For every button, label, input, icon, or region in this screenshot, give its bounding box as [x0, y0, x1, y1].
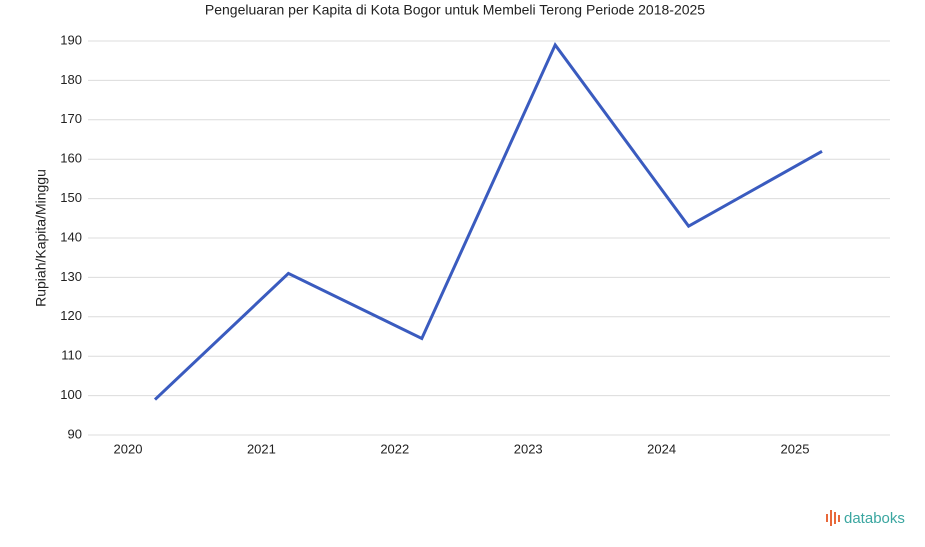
y-tick-label: 90	[68, 426, 82, 441]
y-tick-label: 170	[60, 111, 82, 126]
x-tick-label: 2022	[380, 441, 409, 456]
y-tick-label: 190	[60, 32, 82, 47]
x-tick-label: 2023	[514, 441, 543, 456]
logo-bar	[834, 512, 836, 524]
logo-bar	[826, 514, 828, 522]
logo: databoks	[826, 510, 905, 527]
y-axis-label: Rupiah/Kapita/Minggu	[33, 169, 49, 307]
y-tick-label: 160	[60, 151, 82, 166]
y-tick-label: 110	[61, 348, 82, 363]
chart-title: Pengeluaran per Kapita di Kota Bogor unt…	[205, 2, 705, 18]
logo-bar	[830, 510, 832, 526]
logo-bar	[838, 515, 840, 522]
y-tick-label: 130	[60, 269, 82, 284]
y-tick-label: 140	[60, 229, 82, 244]
watermark: databoks	[844, 510, 905, 527]
line	[153, 41, 823, 401]
y-tick-label: 150	[60, 190, 82, 205]
x-tick-label: 2020	[114, 441, 143, 456]
y-tick-label: 180	[60, 72, 82, 87]
x-tick-label: 2024	[647, 441, 676, 456]
x-tick-label: 2025	[781, 441, 810, 456]
x-tick-label: 2021	[247, 441, 276, 456]
y-tick-label: 100	[60, 387, 82, 402]
y-tick-label: 120	[60, 308, 82, 323]
